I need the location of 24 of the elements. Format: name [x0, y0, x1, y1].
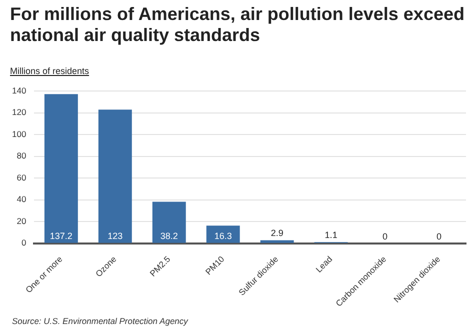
bar — [206, 226, 240, 243]
data-label: 123 — [108, 230, 123, 241]
data-label: 1.1 — [324, 230, 338, 240]
y-axis-title: Millions of residents — [10, 66, 90, 76]
chart-title: For millions of Americans, air pollution levels exceed national air quality standards — [10, 4, 466, 46]
data-label: 137.2 — [50, 230, 72, 241]
data-label: 38.2 — [160, 230, 178, 241]
y-tick-label: 40 — [16, 194, 26, 204]
y-tick-label: 100 — [12, 128, 26, 139]
bar — [260, 240, 294, 243]
data-label: 2.9 — [270, 228, 284, 238]
bar — [98, 110, 132, 243]
data-label: 0 — [436, 231, 442, 242]
source-note: Source: U.S. Environmental Protection Agency — [12, 316, 188, 326]
y-tick-label: 20 — [16, 216, 26, 226]
data-label: 16.3 — [214, 230, 232, 241]
bar — [44, 94, 78, 243]
y-tick-label: 120 — [12, 107, 26, 118]
bar — [152, 202, 186, 243]
data-label: 0 — [382, 231, 388, 242]
y-tick-label: 60 — [16, 172, 26, 182]
y-tick-label: 80 — [16, 150, 26, 161]
y-tick-label: 140 — [12, 85, 26, 96]
y-tick-label: 0 — [21, 238, 26, 248]
